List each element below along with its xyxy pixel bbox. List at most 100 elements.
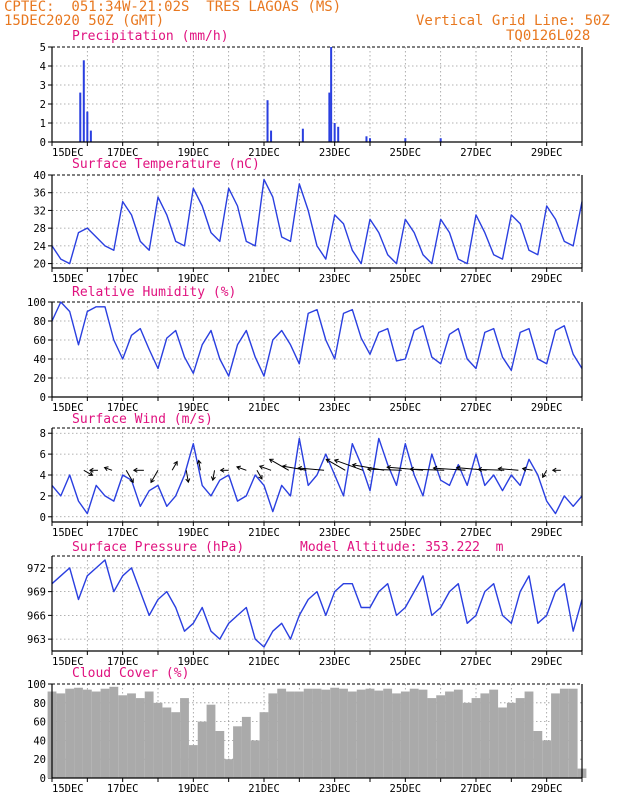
wind-arrow-shaft: [522, 468, 533, 471]
cloud-bar: [400, 691, 410, 778]
cloud-bar: [551, 693, 560, 778]
cloud-bar: [127, 693, 136, 778]
y-tick-label: 0: [40, 137, 46, 149]
temp-series-line: [51, 178, 583, 265]
title-temperature: Surface Temperature (nC): [72, 157, 260, 172]
cloud-bar: [180, 698, 189, 778]
x-tick-label: 21DEC: [248, 527, 280, 539]
wind-arrow-shaft: [334, 459, 364, 471]
cloud-bar: [427, 698, 437, 778]
x-tick-label: 23DEC: [319, 402, 351, 414]
y-tick-label: 3: [40, 80, 46, 92]
wind-arrow-head: [297, 465, 302, 471]
cloud-bar: [347, 691, 357, 778]
precip-bar: [369, 138, 371, 142]
wind-arrow-head: [386, 464, 391, 470]
cloud-bar: [533, 731, 543, 778]
wind-arrow-head: [196, 459, 202, 465]
wind-arrow-head: [129, 478, 134, 484]
wind-arrow-head: [173, 460, 178, 466]
cloud-bar: [224, 759, 234, 778]
y-tick-label: 1: [40, 118, 46, 130]
y-tick-label: 28: [33, 223, 46, 235]
wind-arrow-head: [185, 478, 191, 484]
x-tick-label: 19DEC: [178, 783, 210, 795]
wind-arrow-shaft: [282, 465, 307, 471]
cloud-bar: [259, 712, 269, 778]
title-wind: Surface Wind (m/s): [72, 412, 213, 427]
title-cloud: Cloud Cover (%): [72, 666, 190, 681]
precip-bar: [79, 92, 82, 142]
cloud-bar: [445, 691, 454, 778]
wind-arrow-shaft: [410, 468, 445, 471]
pressure-series-line: [51, 559, 583, 648]
wind-arrow-shaft: [83, 469, 93, 476]
wind-arrow-shaft: [198, 460, 201, 471]
cloud-bar: [294, 691, 304, 778]
x-tick-label: 23DEC: [319, 527, 351, 539]
cloud-bar: [144, 691, 154, 778]
cloud-bar: [339, 688, 348, 778]
y-tick-label: 963: [27, 634, 46, 646]
wind-arrow-shaft: [498, 468, 519, 471]
x-tick-label: 15DEC: [52, 656, 84, 668]
x-tick-label: 21DEC: [248, 656, 280, 668]
x-tick-label: 29DEC: [531, 273, 563, 285]
x-tick-label: 23DEC: [319, 656, 351, 668]
x-tick-label: 23DEC: [319, 273, 351, 285]
precip-bar: [333, 123, 336, 142]
x-tick-label: 25DEC: [390, 147, 422, 159]
wind-arrow-shaft: [325, 458, 346, 471]
wind-arrow-shaft: [256, 470, 263, 480]
x-tick-label: 21DEC: [248, 402, 280, 414]
x-tick-label: 19DEC: [178, 402, 210, 414]
cloud-bar: [480, 693, 490, 778]
y-tick-label: 36: [33, 188, 46, 200]
cloud-bar: [91, 691, 101, 778]
x-tick-label: 21DEC: [248, 273, 280, 285]
x-tick-label: 19DEC: [178, 656, 210, 668]
y-tick-label: 60: [33, 717, 46, 729]
y-tick-label: 6: [40, 449, 46, 461]
y-tick-label: 0: [40, 512, 46, 524]
title-precipitation: Precipitation (mm/h): [72, 29, 229, 44]
wind-arrow-head: [497, 466, 503, 472]
precip-bar: [365, 136, 368, 142]
y-tick-label: 0: [40, 392, 46, 404]
wind-arrow-shaft: [171, 461, 178, 471]
cloud-bar: [153, 702, 163, 778]
x-tick-label: 21DEC: [248, 147, 280, 159]
precip-bar: [404, 138, 407, 142]
cloud-bar: [524, 691, 534, 778]
x-tick-label: 29DEC: [531, 783, 563, 795]
wind-arrow-head: [103, 466, 109, 471]
cloud-bar: [365, 688, 375, 778]
cloud-bar: [65, 688, 75, 778]
wind-arrow-shaft: [212, 470, 216, 481]
cloud-bar: [506, 702, 516, 778]
x-tick-label: 27DEC: [460, 656, 492, 668]
y-tick-label: 5: [40, 42, 46, 54]
wind-arrow-head: [432, 465, 438, 471]
x-tick-label: 19DEC: [178, 273, 210, 285]
y-tick-label: 20: [33, 754, 46, 766]
x-tick-label: 25DEC: [390, 656, 422, 668]
cloud-bar: [515, 698, 525, 778]
wind-arrow-head: [542, 473, 547, 479]
y-tick-label: 969: [27, 587, 46, 599]
cloud-bar: [392, 693, 401, 778]
cloud-bar: [277, 688, 287, 778]
cloud-bar: [559, 688, 569, 778]
y-tick-label: 20: [33, 373, 46, 385]
x-tick-label: 25DEC: [390, 783, 422, 795]
x-tick-label: 27DEC: [460, 147, 492, 159]
wind-arrow-head: [132, 467, 138, 473]
x-tick-label: 29DEC: [531, 527, 563, 539]
y-tick-label: 100: [27, 297, 46, 309]
y-tick-label: 966: [27, 610, 46, 622]
cloud-bar: [100, 688, 110, 778]
y-tick-label: 40: [33, 170, 46, 182]
y-tick-label: 2: [40, 99, 46, 111]
x-tick-label: 17DEC: [107, 147, 139, 159]
wind-arrow-head: [236, 465, 241, 471]
